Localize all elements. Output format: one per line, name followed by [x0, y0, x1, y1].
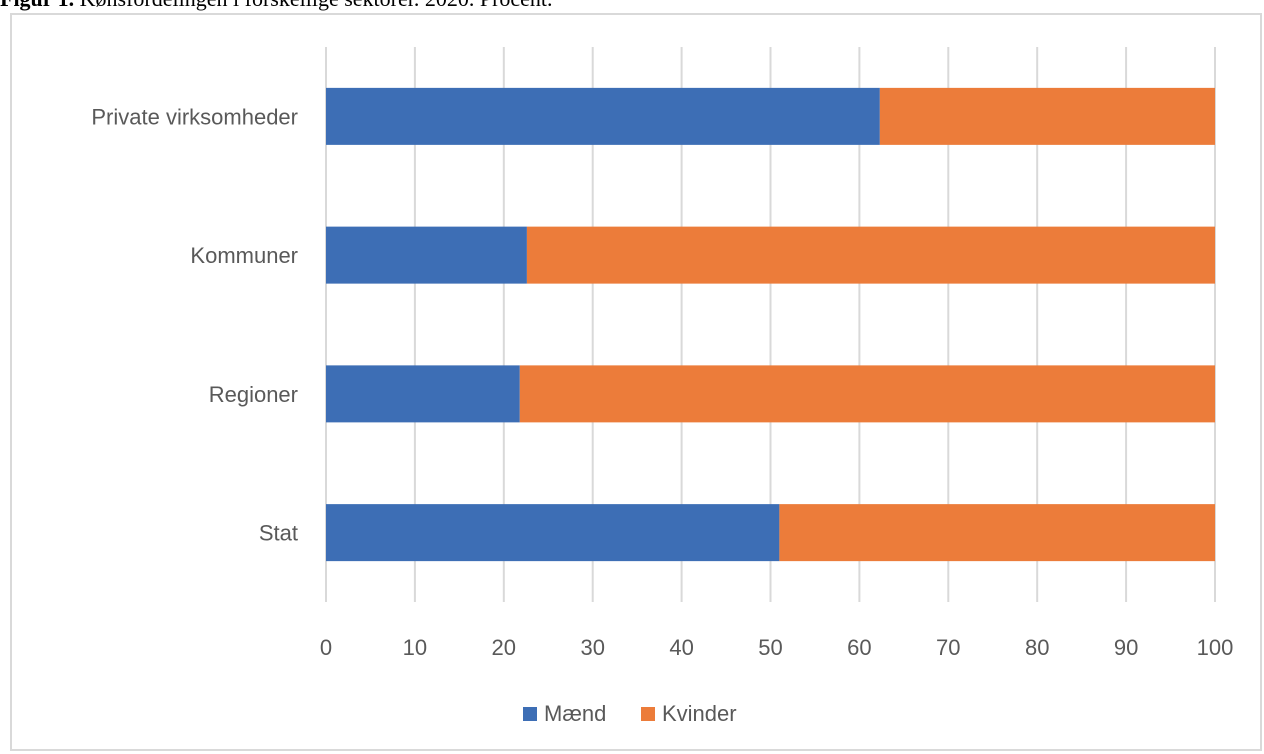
- x-tick-labels: 0 10 20 30 40 50 60 70 80 90 100: [320, 635, 1233, 660]
- bar-stat-mænd: [326, 504, 780, 562]
- category-label-private-virksomheder: Private virksomheder: [91, 104, 298, 129]
- category-labels: Stat Regioner Kommuner Private virksomheder: [91, 104, 298, 545]
- legend: Mænd Kvinder: [523, 701, 737, 726]
- figure-caption: Figur 1. Kønsfordelingen i forskellige s…: [0, 0, 1264, 11]
- bar-private-virksomheder-kvinder: [879, 87, 1215, 145]
- legend-label-kvinder: Kvinder: [662, 701, 737, 726]
- x-tick-label-90: 90: [1114, 635, 1138, 660]
- x-tick-label-70: 70: [936, 635, 960, 660]
- x-tick-label-0: 0: [320, 635, 332, 660]
- legend-swatch-kvinder: [641, 707, 655, 721]
- legend-swatch-mænd: [523, 707, 537, 721]
- category-label-kommuner: Kommuner: [190, 243, 298, 268]
- category-label-stat: Stat: [259, 521, 298, 546]
- figure-caption-label: Figur 1.: [0, 0, 74, 11]
- bar-regioner-kvinder: [519, 365, 1215, 423]
- bar-stat-kvinder: [779, 504, 1215, 562]
- bars: [326, 87, 1215, 562]
- bar-private-virksomheder-mænd: [326, 87, 880, 145]
- x-tick-label-50: 50: [758, 635, 782, 660]
- legend-label-mænd: Mænd: [544, 701, 606, 726]
- x-tick-label-40: 40: [669, 635, 693, 660]
- bar-kommuner-mænd: [326, 226, 527, 284]
- x-tick-label-100: 100: [1197, 635, 1234, 660]
- x-tick-label-10: 10: [403, 635, 427, 660]
- bar-kommuner-kvinder: [526, 226, 1215, 284]
- x-tick-label-60: 60: [847, 635, 871, 660]
- x-tick-label-30: 30: [580, 635, 604, 660]
- x-tick-label-20: 20: [492, 635, 516, 660]
- bar-regioner-mænd: [326, 365, 520, 423]
- x-tick-label-80: 80: [1025, 635, 1049, 660]
- figure-caption-text: Kønsfordelingen i forskellige sektorer. …: [80, 0, 553, 11]
- category-label-regioner: Regioner: [209, 382, 298, 407]
